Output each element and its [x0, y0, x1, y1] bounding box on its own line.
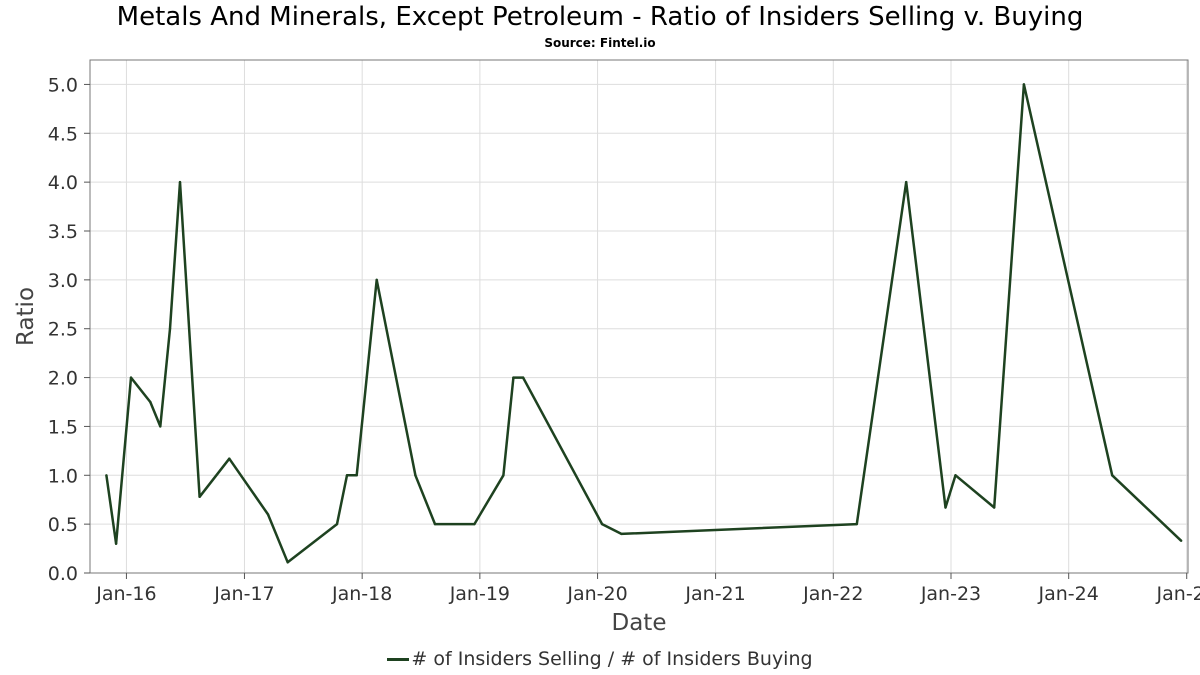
data-point [1180, 539, 1183, 542]
y-tick-label: 5.0 [48, 74, 78, 96]
data-point [149, 400, 152, 404]
chart-subtitle: Source: Fintel.io [544, 36, 656, 50]
x-tick-label: Jan-19 [449, 583, 510, 605]
data-point [1111, 474, 1114, 477]
x-tick-label: Jan-17 [213, 583, 274, 605]
data-point [375, 278, 378, 282]
legend-label: # of Insiders Selling / # of Insiders Bu… [411, 648, 813, 670]
data-point [114, 542, 118, 545]
data-point [620, 532, 623, 536]
y-tick-label: 4.5 [48, 123, 78, 145]
data-point [228, 457, 231, 460]
series-line [105, 83, 1183, 564]
data-point [286, 561, 289, 564]
x-tick-label: Jan-22 [802, 583, 863, 605]
data-point [600, 522, 604, 526]
data-point [905, 180, 908, 184]
data-point [993, 506, 996, 509]
data-point [168, 327, 172, 330]
data-point [473, 522, 476, 526]
legend-swatch [387, 658, 410, 661]
plot-area [89, 59, 1189, 574]
y-tick-label: 2.5 [48, 319, 78, 341]
data-point [335, 522, 339, 526]
y-tick-label: 3.0 [48, 270, 78, 292]
y-tick-label: 1.0 [48, 465, 78, 487]
y-tick-label: 4.0 [48, 172, 78, 194]
x-tick-label: Jan-21 [684, 583, 745, 605]
data-point [855, 522, 858, 526]
data-point [105, 474, 108, 477]
data-point [159, 425, 162, 428]
y-tick-label: 1.5 [48, 416, 78, 438]
y-tick-label: 0.5 [48, 514, 78, 536]
data-point [345, 474, 349, 477]
data-point [502, 474, 505, 477]
data-point [433, 522, 437, 526]
legend: # of Insiders Selling / # of Insiders Bu… [0, 648, 1200, 670]
data-point [198, 495, 201, 498]
y-axis-label: Ratio [13, 287, 39, 346]
x-tick-label: Jan-24 [1038, 583, 1099, 605]
data-point [944, 506, 947, 509]
y-tick-label: 3.5 [48, 221, 78, 243]
data-point [266, 513, 270, 516]
data-point [512, 376, 515, 379]
y-tick-label: 2.0 [48, 368, 78, 390]
data-point [178, 180, 182, 184]
x-axis-ticks: Jan-16 Jan-17 Jan-18 Jan-19 Jan-20 Jan-21 Jan-… [95, 573, 1200, 605]
x-tick-label: Jan-20 [566, 583, 627, 605]
series-group [105, 83, 1183, 564]
y-tick-label: 0.0 [48, 563, 78, 585]
data-point [355, 474, 358, 477]
data-point [129, 376, 133, 379]
x-tick-label: Jan-16 [95, 583, 156, 605]
data-point [521, 376, 525, 379]
chart-title: Metals And Minerals, Except Petroleum - … [116, 2, 1084, 32]
x-tick-label: Jan-25 [1156, 583, 1200, 605]
data-point [414, 474, 417, 477]
data-point [1022, 83, 1026, 86]
x-tick-label: Jan-18 [331, 583, 392, 605]
y-axis-ticks: 0.0 0.5 1.0 1.5 2.0 2.5 3.0 3.5 4.0 4.5 5.0 [48, 74, 90, 585]
x-axis-label: Date [612, 610, 667, 636]
data-point [954, 474, 957, 477]
x-tick-label: Jan-23 [920, 583, 981, 605]
